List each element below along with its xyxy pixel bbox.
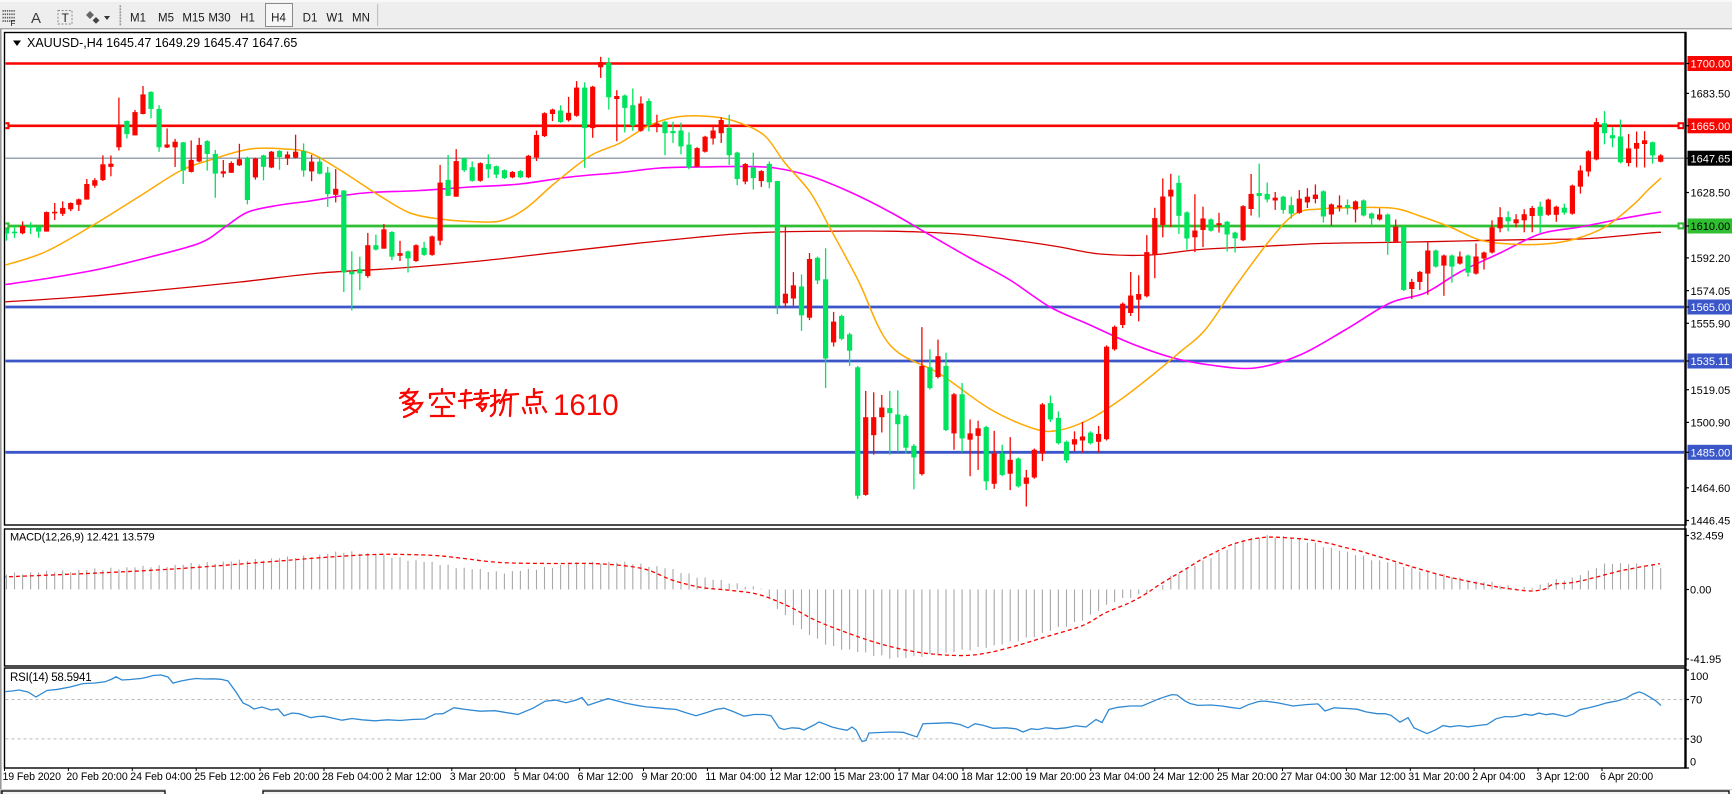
svg-text:1565.00: 1565.00 (1691, 302, 1731, 314)
svg-text:0.00: 0.00 (1690, 585, 1711, 597)
svg-text:1683.50: 1683.50 (1691, 89, 1731, 101)
svg-text:1700.00: 1700.00 (1691, 59, 1731, 71)
svg-text:MACD(12,26,9) 12.421 13.579: MACD(12,26,9) 12.421 13.579 (10, 532, 154, 544)
svg-text:F: F (11, 19, 16, 28)
svg-text:28 Feb 04:00: 28 Feb 04:00 (322, 771, 383, 783)
svg-text:1574.05: 1574.05 (1691, 286, 1731, 298)
svg-text:-41.95: -41.95 (1690, 654, 1721, 666)
svg-text:1535.11: 1535.11 (1691, 356, 1730, 368)
svg-text:19 Mar 20:00: 19 Mar 20:00 (1025, 771, 1086, 783)
svg-text:1628.50: 1628.50 (1691, 188, 1731, 200)
svg-text:1519.05: 1519.05 (1691, 385, 1731, 397)
svg-text:9 Mar 20:00: 9 Mar 20:00 (642, 771, 698, 783)
svg-text:15 Mar 23:00: 15 Mar 23:00 (833, 771, 894, 783)
svg-text:17 Mar 04:00: 17 Mar 04:00 (897, 771, 958, 783)
svg-text:30 Mar 12:00: 30 Mar 12:00 (1344, 771, 1405, 783)
svg-text:M1: M1 (130, 13, 146, 25)
svg-text:20 Feb 20:00: 20 Feb 20:00 (66, 771, 127, 783)
svg-text:12 Mar 12:00: 12 Mar 12:00 (769, 771, 830, 783)
svg-text:100: 100 (1690, 671, 1708, 683)
svg-text:1555.90: 1555.90 (1691, 319, 1731, 331)
svg-text:RSI(14) 58.5941: RSI(14) 58.5941 (10, 672, 91, 684)
svg-text:D1: D1 (303, 13, 318, 25)
svg-text:H1: H1 (240, 13, 255, 25)
svg-text:3 Apr 12:00: 3 Apr 12:00 (1536, 771, 1589, 783)
svg-text:24 Feb 04:00: 24 Feb 04:00 (130, 771, 191, 783)
svg-text:T: T (62, 11, 70, 25)
svg-text:1665.00: 1665.00 (1691, 121, 1731, 133)
svg-text:5 Mar 04:00: 5 Mar 04:00 (514, 771, 570, 783)
svg-text:25 Feb 12:00: 25 Feb 12:00 (194, 771, 255, 783)
svg-text:1592.20: 1592.20 (1691, 253, 1731, 265)
svg-text:26 Feb 20:00: 26 Feb 20:00 (258, 771, 319, 783)
svg-text:M5: M5 (158, 13, 174, 25)
svg-text:XAUUSD-,H4 1645.47 1649.29 16: XAUUSD-,H4 1645.47 1649.29 1645.47 1647.… (27, 36, 297, 50)
svg-text:31 Mar 20:00: 31 Mar 20:00 (1408, 771, 1469, 783)
svg-text:M30: M30 (208, 13, 230, 25)
svg-text:1464.60: 1464.60 (1691, 483, 1731, 495)
svg-text:6 Apr 20:00: 6 Apr 20:00 (1600, 771, 1653, 783)
svg-text:25 Mar 20:00: 25 Mar 20:00 (1217, 771, 1278, 783)
svg-text:M15: M15 (182, 13, 204, 25)
svg-text:A: A (31, 10, 41, 27)
svg-text:23 Mar 04:00: 23 Mar 04:00 (1089, 771, 1150, 783)
svg-text:18 Mar 12:00: 18 Mar 12:00 (961, 771, 1022, 783)
svg-text:1485.00: 1485.00 (1691, 448, 1731, 460)
svg-text:70: 70 (1690, 695, 1702, 707)
svg-text:11 Mar 04:00: 11 Mar 04:00 (705, 771, 766, 783)
svg-text:0: 0 (1690, 757, 1696, 769)
svg-text:W1: W1 (326, 13, 343, 25)
svg-text:1610: 1610 (553, 389, 619, 422)
svg-text:1647.65: 1647.65 (1691, 153, 1731, 165)
svg-text:2 Mar 12:00: 2 Mar 12:00 (386, 771, 442, 783)
svg-text:19 Feb 2020: 19 Feb 2020 (3, 771, 62, 783)
svg-text:2 Apr 04:00: 2 Apr 04:00 (1472, 771, 1525, 783)
svg-text:1610.00: 1610.00 (1691, 221, 1731, 233)
svg-text:32.459: 32.459 (1690, 531, 1724, 543)
svg-text:3 Mar 20:00: 3 Mar 20:00 (450, 771, 506, 783)
svg-text:1446.45: 1446.45 (1691, 516, 1731, 528)
svg-text:MN: MN (352, 13, 370, 25)
svg-text:H4: H4 (271, 13, 286, 25)
svg-text:24 Mar 12:00: 24 Mar 12:00 (1153, 771, 1214, 783)
svg-text:1500.90: 1500.90 (1691, 418, 1731, 430)
svg-text:6 Mar 12:00: 6 Mar 12:00 (578, 771, 634, 783)
svg-text:27 Mar 04:00: 27 Mar 04:00 (1281, 771, 1342, 783)
svg-text:30: 30 (1690, 734, 1702, 746)
